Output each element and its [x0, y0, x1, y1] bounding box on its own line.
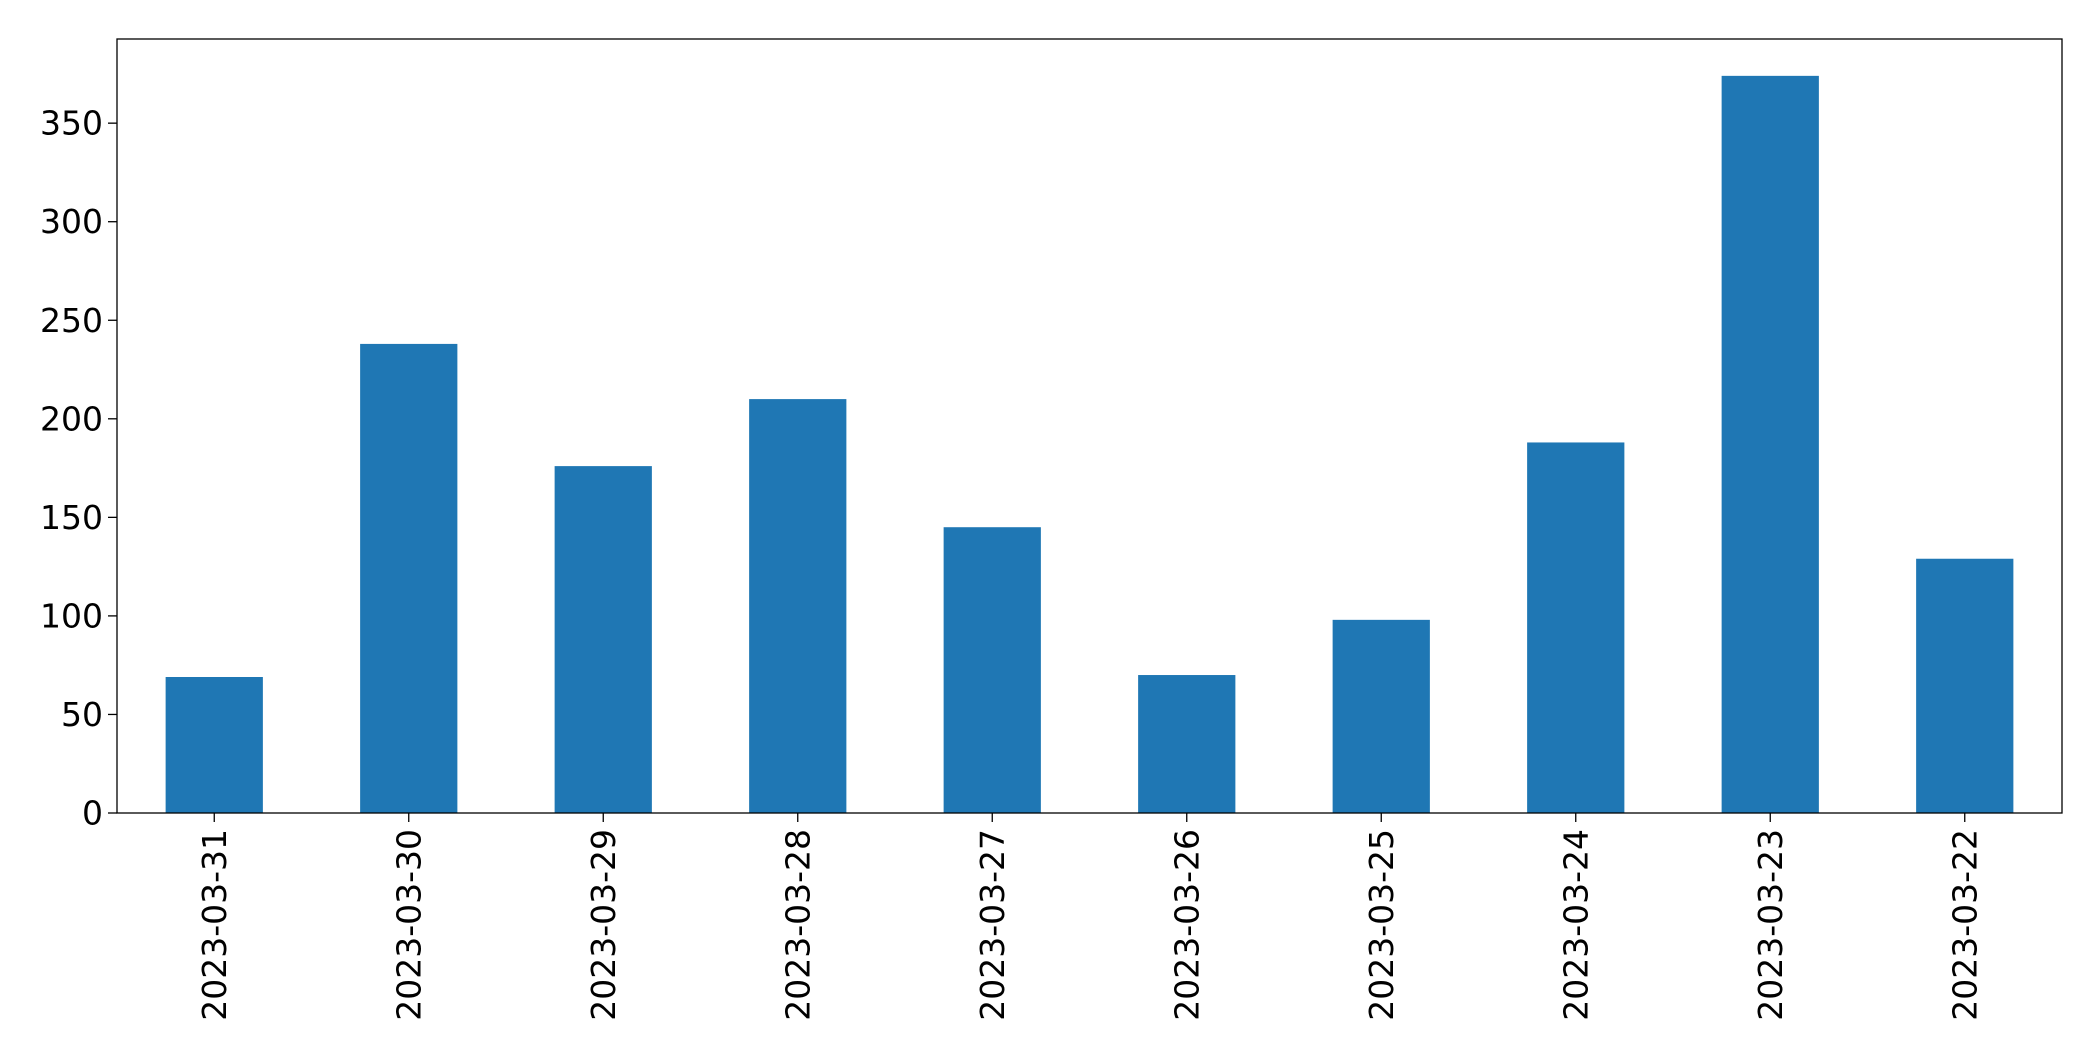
y-tick-label: 50 — [61, 695, 103, 734]
y-tick-label: 0 — [82, 794, 103, 833]
bar — [943, 527, 1041, 813]
x-tick-label: 2023-03-24 — [1556, 829, 1595, 1021]
x-tick-label: 2023-03-22 — [1945, 829, 1984, 1021]
x-tick-label: 2023-03-29 — [584, 829, 623, 1021]
y-tick-label: 150 — [40, 498, 103, 537]
bar — [554, 466, 652, 813]
y-tick-label: 350 — [40, 104, 103, 143]
y-tick-label: 200 — [40, 399, 103, 438]
y-tick-label: 250 — [40, 301, 103, 340]
plot-frame — [116, 38, 2063, 814]
x-tick-label: 2023-03-31 — [195, 829, 234, 1021]
y-tick-label: 300 — [40, 202, 103, 241]
bar — [1138, 675, 1236, 813]
x-tick-label: 2023-03-26 — [1167, 829, 1206, 1021]
x-tick-label: 2023-03-23 — [1751, 829, 1790, 1021]
bar — [1527, 442, 1625, 813]
bar — [749, 399, 847, 813]
y-tick-label: 100 — [40, 596, 103, 635]
bar — [1721, 75, 1819, 814]
x-tick-label: 2023-03-27 — [973, 829, 1012, 1021]
x-tick-label: 2023-03-25 — [1362, 829, 1401, 1021]
bar — [1916, 558, 2014, 813]
bar — [165, 677, 263, 813]
x-tick-label: 2023-03-28 — [778, 829, 817, 1021]
bar — [1332, 619, 1430, 813]
bar — [360, 343, 458, 813]
x-tick-label: 2023-03-30 — [389, 829, 428, 1021]
